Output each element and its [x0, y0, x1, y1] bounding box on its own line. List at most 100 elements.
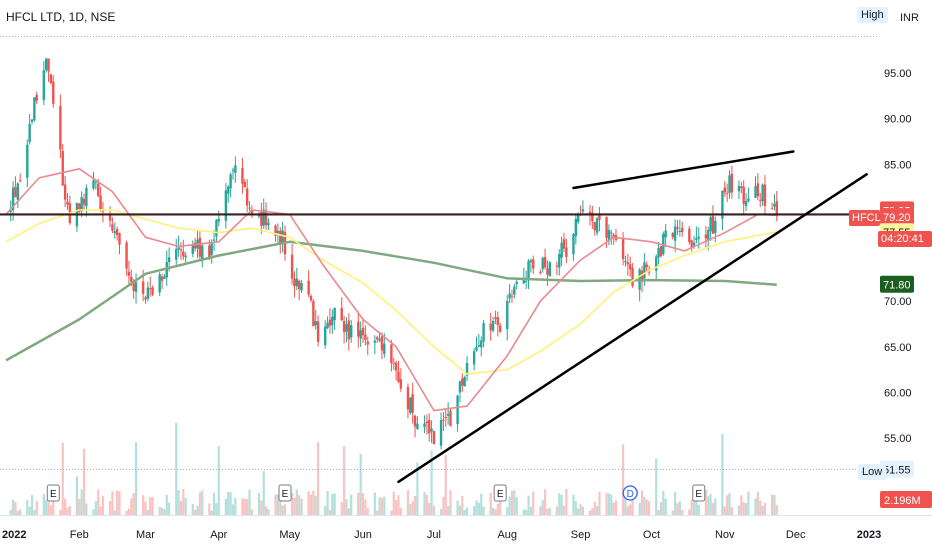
candle-body[interactable]: [80, 197, 83, 212]
candle-body[interactable]: [52, 81, 55, 104]
candle-body[interactable]: [92, 180, 95, 189]
candle-body[interactable]: [94, 181, 98, 183]
candle-body[interactable]: [297, 280, 301, 290]
candle-body[interactable]: [508, 293, 511, 299]
candle-body[interactable]: [595, 218, 599, 233]
candle-body[interactable]: [167, 257, 171, 262]
candle-body[interactable]: [281, 230, 284, 243]
candle-body[interactable]: [257, 215, 261, 217]
candle-body[interactable]: [158, 274, 161, 293]
candle-body[interactable]: [747, 198, 750, 202]
candle-body[interactable]: [742, 186, 745, 204]
candle-body[interactable]: [85, 187, 88, 207]
candle-body[interactable]: [390, 344, 393, 364]
candle-body[interactable]: [761, 184, 764, 202]
candle-body[interactable]: [591, 212, 594, 222]
candle-body[interactable]: [179, 249, 183, 251]
sma200-line[interactable]: [5, 240, 777, 362]
candle-body[interactable]: [212, 239, 216, 241]
candle-body[interactable]: [413, 415, 417, 427]
candle-body[interactable]: [461, 378, 464, 386]
candle-body[interactable]: [527, 260, 530, 281]
candle-body[interactable]: [18, 180, 22, 182]
candle-body[interactable]: [35, 94, 38, 101]
candle-body[interactable]: [610, 232, 613, 234]
candle-body[interactable]: [740, 186, 743, 188]
candle-body[interactable]: [146, 287, 150, 299]
candle-body[interactable]: [149, 288, 152, 290]
candle-body[interactable]: [775, 200, 778, 217]
candle-body[interactable]: [695, 237, 698, 240]
candle-body[interactable]: [759, 199, 762, 201]
candle-body[interactable]: [721, 190, 724, 219]
candle-body[interactable]: [333, 307, 336, 321]
candle-body[interactable]: [82, 199, 86, 205]
candle-body[interactable]: [245, 188, 249, 206]
candle-body[interactable]: [565, 247, 568, 257]
candle-body[interactable]: [347, 320, 351, 340]
candle-body[interactable]: [61, 150, 64, 186]
candle-body[interactable]: [208, 245, 211, 258]
candle-body[interactable]: [494, 317, 497, 320]
candle-body[interactable]: [97, 183, 100, 197]
candle-body[interactable]: [690, 240, 693, 248]
candle-body[interactable]: [513, 286, 516, 295]
candle-body[interactable]: [723, 187, 726, 193]
earnings-marker[interactable]: [46, 484, 60, 502]
candle-body[interactable]: [432, 430, 436, 444]
candle-body[interactable]: [662, 233, 665, 255]
candle-body[interactable]: [160, 276, 164, 281]
candle-body[interactable]: [688, 228, 691, 243]
candle-body[interactable]: [342, 321, 346, 333]
candle-body[interactable]: [449, 410, 452, 426]
candle-body[interactable]: [314, 321, 317, 326]
candle-body[interactable]: [63, 184, 67, 200]
candle-body[interactable]: [373, 340, 377, 343]
candle-body[interactable]: [480, 340, 483, 348]
candle-body[interactable]: [406, 387, 410, 410]
candle-body[interactable]: [366, 341, 369, 345]
candle-body[interactable]: [217, 218, 220, 222]
candle-body[interactable]: [290, 254, 294, 279]
candle-body[interactable]: [350, 325, 353, 338]
earnings-marker[interactable]: [278, 484, 292, 502]
candle-body[interactable]: [574, 218, 578, 237]
candle-body[interactable]: [491, 320, 495, 331]
candle-body[interactable]: [175, 249, 178, 260]
candle-body[interactable]: [730, 173, 734, 193]
candle-body[interactable]: [59, 105, 62, 150]
candle-body[interactable]: [191, 244, 194, 254]
candle-body[interactable]: [541, 257, 544, 270]
candle-body[interactable]: [572, 234, 575, 255]
candle-body[interactable]: [640, 270, 644, 282]
candle-body[interactable]: [489, 323, 492, 331]
candle-body[interactable]: [267, 222, 270, 226]
candle-body[interactable]: [264, 210, 268, 226]
candle-body[interactable]: [430, 428, 433, 432]
candle-body[interactable]: [588, 211, 592, 215]
candle-body[interactable]: [763, 184, 767, 206]
candle-body[interactable]: [49, 74, 53, 84]
candle-body[interactable]: [378, 338, 381, 341]
candle-body[interactable]: [44, 58, 48, 70]
candle-body[interactable]: [340, 307, 343, 321]
candle-body[interactable]: [276, 230, 280, 234]
candle-body[interactable]: [215, 219, 218, 237]
candle-body[interactable]: [562, 239, 566, 249]
candle-body[interactable]: [707, 230, 710, 241]
candle-body[interactable]: [655, 256, 658, 271]
candle-body[interactable]: [345, 324, 348, 332]
candle-body[interactable]: [754, 186, 757, 198]
candle-body[interactable]: [241, 167, 244, 184]
candle-body[interactable]: [16, 183, 20, 200]
candle-body[interactable]: [678, 230, 682, 232]
candle-body[interactable]: [598, 214, 601, 220]
candle-body[interactable]: [631, 267, 634, 287]
candle-body[interactable]: [380, 336, 384, 351]
candle-body[interactable]: [496, 316, 499, 326]
candle-body[interactable]: [458, 381, 462, 393]
candle-body[interactable]: [279, 230, 282, 244]
candle-body[interactable]: [111, 224, 114, 231]
candle-body[interactable]: [548, 262, 552, 277]
